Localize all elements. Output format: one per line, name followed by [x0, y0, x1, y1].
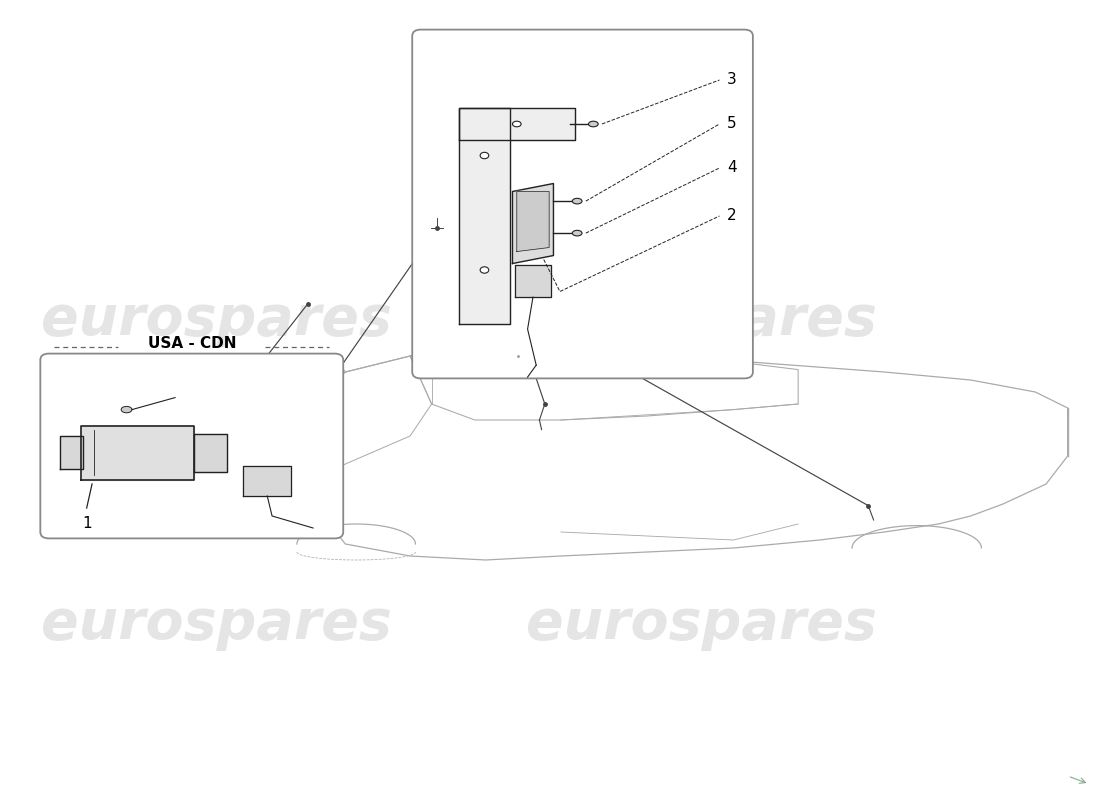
Ellipse shape: [513, 122, 521, 126]
Text: 3: 3: [727, 73, 737, 87]
Text: USA - CDN: USA - CDN: [147, 336, 236, 351]
Polygon shape: [243, 466, 292, 496]
Text: 2: 2: [727, 209, 737, 223]
Ellipse shape: [480, 266, 488, 274]
Text: eurospares: eurospares: [526, 597, 877, 651]
Ellipse shape: [480, 152, 488, 158]
Ellipse shape: [572, 198, 582, 204]
Polygon shape: [515, 265, 551, 297]
Text: eurospares: eurospares: [526, 293, 877, 347]
FancyBboxPatch shape: [412, 30, 752, 378]
Polygon shape: [459, 108, 575, 140]
Text: 5: 5: [727, 117, 737, 131]
Text: 4: 4: [727, 161, 737, 175]
Polygon shape: [517, 191, 549, 251]
Polygon shape: [195, 434, 227, 472]
Polygon shape: [59, 437, 84, 469]
Polygon shape: [513, 183, 553, 263]
Polygon shape: [459, 108, 510, 324]
Polygon shape: [81, 426, 195, 480]
Ellipse shape: [588, 122, 598, 126]
Text: 1: 1: [81, 516, 91, 531]
Text: eurospares: eurospares: [41, 293, 392, 347]
FancyBboxPatch shape: [41, 354, 343, 538]
Text: eurospares: eurospares: [41, 597, 392, 651]
Ellipse shape: [572, 230, 582, 236]
Ellipse shape: [121, 406, 132, 413]
